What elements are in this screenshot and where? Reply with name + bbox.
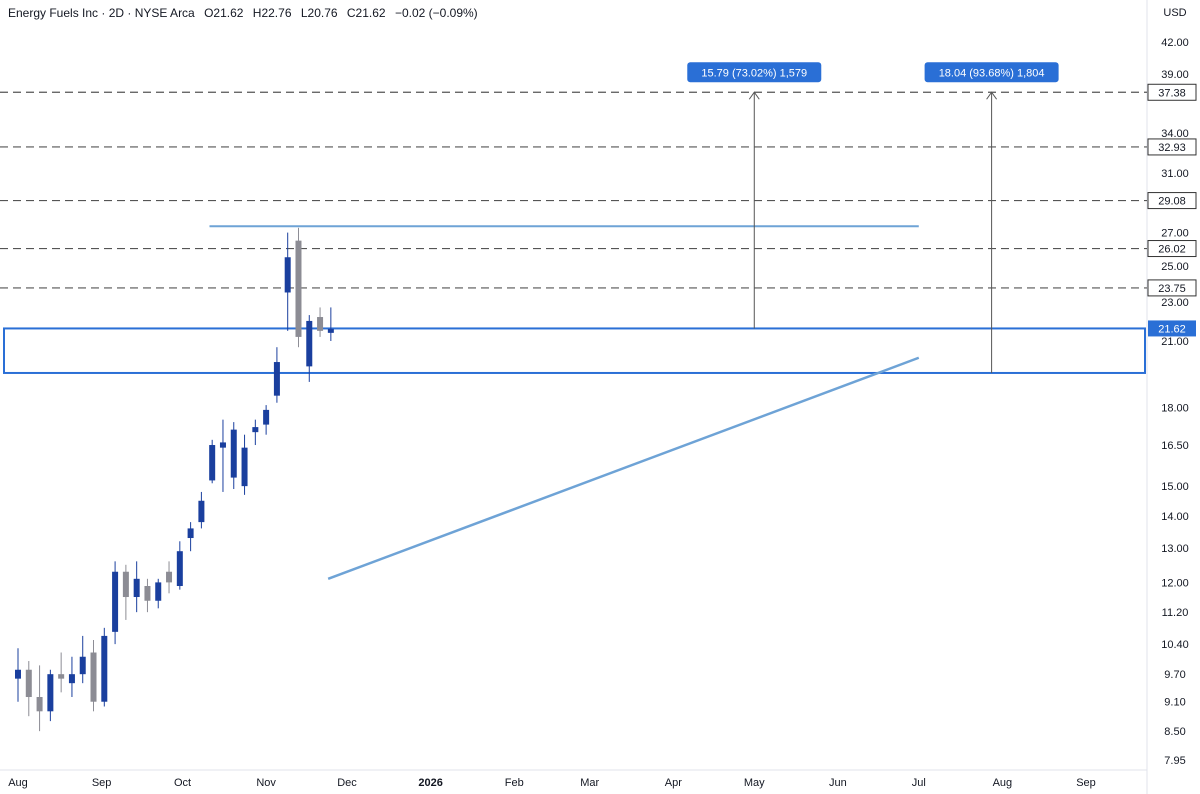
x-tick-label: Feb	[505, 777, 524, 789]
candle-body	[47, 674, 54, 712]
currency-label: USD	[1163, 7, 1186, 19]
level-axis-label: 23.75	[1158, 283, 1186, 295]
candle-body	[306, 320, 313, 367]
y-tick-label: 31.00	[1161, 168, 1189, 180]
symbol-header: Energy Fuels Inc · 2D · NYSE Arca O21.62…	[8, 6, 484, 20]
y-tick-label: 25.00	[1161, 261, 1189, 273]
y-tick-label: 34.00	[1161, 128, 1189, 140]
candle-body	[15, 669, 21, 679]
y-tick-label: 21.00	[1161, 336, 1189, 348]
x-tick-label: Jul	[912, 777, 926, 789]
x-tick-label: Sep	[92, 777, 112, 789]
y-tick-label: 12.00	[1161, 577, 1189, 589]
last-price-tag	[1148, 320, 1196, 337]
level-axis-label: 37.38	[1158, 87, 1186, 99]
ohlc-high: H22.76	[252, 6, 292, 20]
candle-body	[79, 656, 86, 675]
candle-body	[133, 578, 140, 598]
candle-body	[101, 635, 108, 702]
arrow-head-icon	[748, 91, 760, 100]
y-tick-label: 9.10	[1164, 697, 1185, 709]
candle-body	[198, 500, 205, 523]
y-tick-label: 39.00	[1161, 69, 1189, 81]
candle-body	[317, 317, 324, 331]
candle-body	[112, 571, 119, 632]
candle-body	[241, 447, 248, 487]
y-tick-label: 7.95	[1164, 755, 1185, 767]
y-tick-label: 15.00	[1161, 481, 1189, 493]
ohlc-close: C21.62	[346, 6, 386, 20]
x-tick-label: Aug	[993, 777, 1013, 789]
candle-body	[155, 582, 162, 601]
y-tick-label: 11.20	[1162, 607, 1189, 619]
last-price-label: 21.62	[1158, 323, 1186, 335]
candle-body	[36, 697, 43, 712]
x-tick-label: Apr	[665, 777, 682, 789]
ohlc-change: −0.02 (−0.09%)	[394, 6, 478, 20]
candle-body	[90, 652, 97, 702]
candle-body	[176, 551, 183, 587]
y-tick-label: 10.40	[1161, 639, 1189, 651]
x-tick-label: Oct	[174, 777, 191, 789]
candle-body	[166, 571, 173, 583]
candle-body	[219, 442, 226, 448]
candle-body	[284, 257, 291, 293]
x-tick-label: Mar	[580, 777, 599, 789]
x-tick-label: Aug	[8, 777, 28, 789]
projection-label: 15.79 (73.02%) 1,579	[701, 67, 807, 79]
candle-body	[252, 427, 259, 433]
level-axis-label: 26.02	[1158, 244, 1186, 256]
level-axis-box	[1147, 83, 1197, 101]
y-tick-label: 8.50	[1164, 726, 1185, 738]
candle-body	[187, 528, 194, 539]
level-axis-box	[1147, 138, 1197, 156]
candle-body	[327, 328, 334, 333]
level-axis-box	[1147, 192, 1197, 210]
x-tick-label: Nov	[256, 777, 276, 789]
ohlc-low: L20.76	[300, 6, 338, 20]
level-axis-box	[1147, 240, 1197, 258]
candle-body	[263, 409, 270, 425]
candle-body	[209, 445, 216, 481]
x-tick-label: Sep	[1076, 777, 1096, 789]
projection-label-box[interactable]	[924, 62, 1059, 83]
y-tick-label: 27.00	[1161, 228, 1189, 240]
level-axis-box	[1147, 279, 1197, 297]
ohlc-open: O21.62	[204, 6, 244, 20]
support-zone-box[interactable]	[3, 327, 1146, 374]
ascending-trendline[interactable]	[327, 356, 920, 580]
projection-label-box[interactable]	[687, 62, 822, 83]
y-tick-label: 14.00	[1161, 511, 1189, 523]
level-axis-label: 32.93	[1158, 142, 1186, 154]
candle-body	[230, 429, 237, 478]
x-tick-label: May	[744, 777, 765, 789]
candle-body	[122, 571, 129, 598]
level-axis-label: 29.08	[1158, 196, 1186, 208]
y-tick-label: 9.70	[1164, 669, 1185, 681]
candle-body	[273, 362, 280, 396]
y-tick-label: 42.00	[1161, 37, 1189, 49]
y-tick-label: 18.00	[1161, 402, 1189, 414]
x-tick-label: Dec	[337, 777, 357, 789]
y-tick-label: 13.00	[1161, 543, 1189, 555]
projection-label: 18.04 (93.68%) 1,804	[939, 67, 1045, 79]
y-tick-label: 16.50	[1161, 440, 1189, 452]
candle-body	[25, 669, 32, 698]
x-tick-label: 2026	[418, 777, 442, 789]
symbol-title[interactable]: Energy Fuels Inc · 2D · NYSE Arca	[8, 6, 195, 20]
candle-body	[295, 240, 302, 337]
candle-body	[58, 674, 65, 679]
x-tick-label: Jun	[829, 777, 847, 789]
candle-body	[144, 586, 151, 601]
y-tick-label: 23.00	[1161, 297, 1189, 309]
arrow-head-icon	[986, 91, 998, 100]
candle-body	[68, 674, 75, 684]
